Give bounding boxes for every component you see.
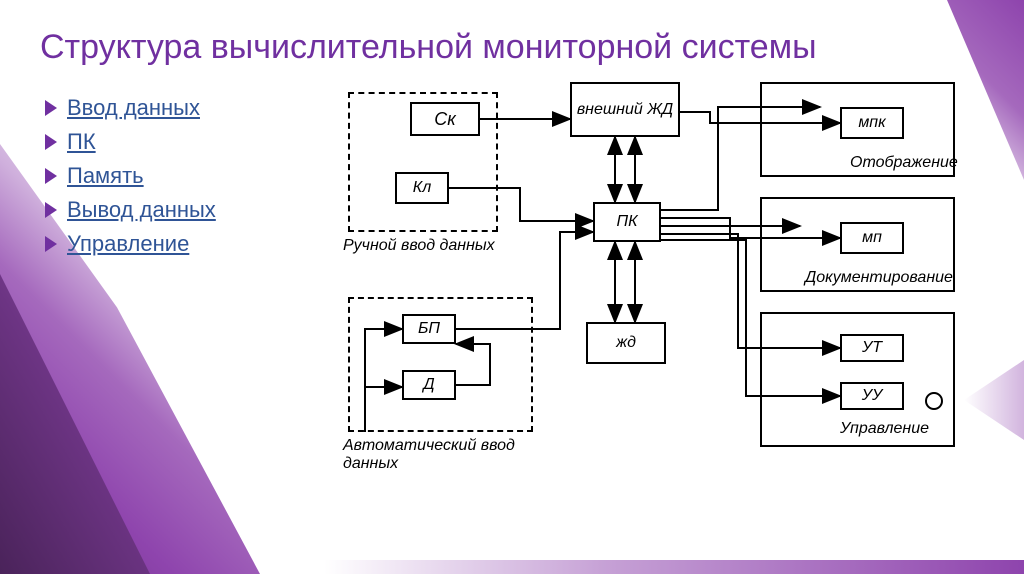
play-icon (45, 168, 57, 184)
bullet-list: Ввод данных ПК Память Вывод данных Управ… (40, 95, 984, 257)
play-icon (45, 134, 57, 150)
circle-icon (925, 392, 943, 410)
play-icon (45, 236, 57, 252)
bullet-link[interactable]: Ввод данных (67, 95, 200, 121)
node-d: Д (402, 370, 456, 400)
bullet-item[interactable]: ПК (45, 129, 984, 155)
play-icon (45, 202, 57, 218)
node-uu: УУ (840, 382, 904, 410)
group-label: Управление (840, 420, 929, 438)
bullet-link[interactable]: Управление (67, 231, 189, 257)
node-zhd: жд (586, 322, 666, 364)
bullet-item[interactable]: Ввод данных (45, 95, 984, 121)
bullet-link[interactable]: ПК (67, 129, 96, 155)
node-ut: УТ (840, 334, 904, 362)
bullet-link[interactable]: Вывод данных (67, 197, 216, 223)
bullet-item[interactable]: Память (45, 163, 984, 189)
bullet-item[interactable]: Вывод данных (45, 197, 984, 223)
node-bp: БП (402, 314, 456, 344)
bullet-item[interactable]: Управление (45, 231, 984, 257)
group-label: Автоматический ввод данных (343, 437, 558, 473)
bullet-link[interactable]: Память (67, 163, 144, 189)
slide-title: Структура вычислительной мониторной сист… (40, 28, 984, 67)
play-icon (45, 100, 57, 116)
